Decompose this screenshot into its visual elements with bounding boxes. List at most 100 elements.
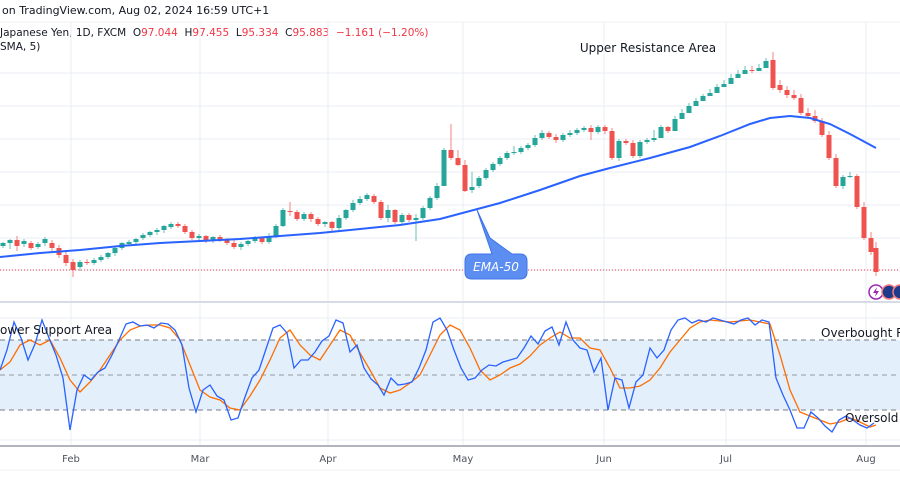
candle-body (189, 232, 195, 238)
candle-body (728, 78, 734, 84)
candle-body (7, 240, 13, 243)
candle-body (287, 211, 293, 212)
candle-body (469, 187, 475, 190)
candle-body (168, 224, 174, 227)
candle-body (784, 90, 790, 95)
candle-body (511, 152, 517, 153)
candle-body (350, 203, 356, 210)
candle-body (798, 98, 804, 113)
time-axis-tick-feb: Feb (62, 454, 80, 465)
candle-body (455, 158, 461, 165)
candle-body (280, 210, 286, 226)
candle-body (770, 60, 776, 88)
candle-body (462, 165, 468, 191)
candle-body (833, 158, 839, 186)
candle-body (805, 113, 811, 116)
time-axis[interactable]: Feb Mar Apr May Jun Jul Aug (62, 454, 876, 465)
candle-body (483, 170, 489, 178)
candle-body (77, 262, 83, 267)
candle-body (742, 70, 748, 74)
candle-body (182, 226, 188, 232)
candle-body (364, 195, 370, 199)
candle-body (819, 121, 825, 135)
candle-body (175, 224, 181, 226)
ema-callout-label: EMA-50 (473, 260, 519, 274)
ema-callout: EMA-50 (464, 209, 528, 280)
candle-body (217, 237, 223, 240)
candle-body (371, 196, 377, 202)
candle-body (133, 239, 139, 242)
economic-event-flag-icon-2[interactable] (892, 284, 900, 300)
candle-body (644, 140, 650, 142)
source-text: on TradingView.com, Aug 02, 2024 16:59 U… (2, 4, 270, 17)
candle-body (525, 145, 531, 148)
candle-body (343, 210, 349, 218)
candle-body (406, 215, 412, 220)
candle-body (560, 135, 566, 140)
time-axis-tick-may: May (453, 454, 474, 465)
candle-body (105, 253, 111, 257)
candle-body (42, 239, 48, 243)
candle-body (630, 143, 636, 156)
event-icons[interactable] (868, 284, 900, 300)
candle-body (329, 222, 335, 228)
close-value: 95.883 (292, 27, 330, 39)
chart-source-header: on TradingView.com, Aug 02, 2024 16:59 U… (0, 0, 900, 22)
candle-body (210, 237, 216, 241)
candle-body (112, 248, 118, 253)
candle-body (70, 262, 76, 270)
candle-body (791, 95, 797, 98)
candle-body (686, 106, 692, 113)
candle-body (497, 158, 503, 164)
candle-body (266, 236, 272, 242)
open-value: 97.044 (141, 27, 178, 39)
indicator-legend[interactable]: SMA, 5) (0, 41, 41, 53)
candle-body (427, 198, 433, 208)
candle-body (714, 87, 720, 93)
candle-body (448, 150, 454, 158)
change-pct: (−1.20%) (378, 27, 429, 39)
time-axis-tick-jun: Jun (595, 454, 612, 465)
time-axis-tick-aug: Aug (856, 454, 876, 465)
ohlc-row: Japanese Yen, 1D, FXCM O97.044 H97.455 L… (0, 27, 429, 39)
candle-body (637, 142, 643, 156)
candle-body (588, 128, 594, 132)
candle-body (721, 84, 727, 87)
candle-body (441, 150, 447, 186)
high-value: 97.455 (192, 27, 230, 39)
candle-body (399, 215, 405, 222)
candle-body (14, 240, 20, 246)
candle-body (238, 244, 244, 247)
candle-body (385, 210, 391, 218)
candle-body (28, 243, 34, 248)
candle-body (161, 226, 167, 230)
candle-body (873, 248, 879, 272)
candle-body (658, 127, 664, 138)
candle-body (154, 230, 160, 232)
time-axis-tick-mar: Mar (191, 454, 211, 465)
candle-body (378, 202, 384, 218)
candle-body (21, 241, 27, 244)
candle-body (420, 208, 426, 218)
symbol-legend: Japanese Yen, 1D, FXCM O97.044 H97.455 L… (0, 26, 429, 54)
candle-body (665, 127, 671, 131)
oversold-label: Oversold R (845, 411, 900, 425)
candle-body (434, 186, 440, 198)
candle-body (392, 210, 398, 222)
grid-lines (0, 21, 900, 446)
candlestick-series (0, 52, 879, 277)
time-axis-tick-jul: Jul (719, 454, 732, 465)
candle-body (336, 218, 342, 228)
candle-body (595, 127, 601, 132)
candle-body (763, 61, 769, 68)
candle-body (693, 101, 699, 106)
candle-body (259, 238, 265, 242)
candle-body (826, 135, 832, 158)
candle-body (749, 70, 755, 71)
candle-body (35, 244, 41, 247)
candle-body (735, 74, 741, 78)
candle-body (203, 236, 209, 241)
symbol-name[interactable]: Japanese Yen, 1D, FXCM (0, 27, 127, 39)
candle-body (609, 131, 615, 158)
